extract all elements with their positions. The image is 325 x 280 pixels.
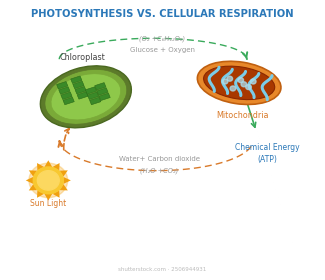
Ellipse shape bbox=[40, 66, 131, 128]
Circle shape bbox=[33, 167, 63, 194]
Polygon shape bbox=[71, 76, 82, 83]
Circle shape bbox=[246, 85, 251, 90]
Polygon shape bbox=[59, 87, 70, 94]
Text: Water+ Carbon dioxide: Water+ Carbon dioxide bbox=[119, 156, 200, 162]
Text: Glucose + Oxygen: Glucose + Oxygen bbox=[130, 47, 195, 53]
Polygon shape bbox=[73, 81, 84, 89]
Circle shape bbox=[222, 79, 228, 84]
Circle shape bbox=[37, 171, 59, 190]
Circle shape bbox=[29, 163, 68, 198]
Polygon shape bbox=[53, 163, 59, 171]
Polygon shape bbox=[29, 170, 37, 177]
Polygon shape bbox=[57, 81, 68, 89]
Circle shape bbox=[238, 78, 243, 83]
Ellipse shape bbox=[51, 74, 121, 120]
Polygon shape bbox=[45, 194, 52, 200]
Polygon shape bbox=[63, 97, 74, 105]
Polygon shape bbox=[99, 93, 110, 101]
Text: Chloroplast: Chloroplast bbox=[60, 53, 106, 62]
Ellipse shape bbox=[203, 66, 275, 100]
Polygon shape bbox=[95, 83, 106, 90]
Polygon shape bbox=[97, 88, 108, 95]
Text: Chemical Energy
(ATP): Chemical Energy (ATP) bbox=[235, 143, 300, 164]
Polygon shape bbox=[90, 97, 101, 105]
Ellipse shape bbox=[197, 61, 281, 104]
Circle shape bbox=[227, 76, 233, 81]
Polygon shape bbox=[59, 170, 68, 177]
Text: Mitochondria: Mitochondria bbox=[216, 111, 268, 120]
Text: (O₂ +C₆H₁₂O₆): (O₂ +C₆H₁₂O₆) bbox=[139, 36, 186, 42]
Polygon shape bbox=[77, 92, 88, 99]
Text: shutterstock.com · 2506944931: shutterstock.com · 2506944931 bbox=[118, 267, 207, 272]
Polygon shape bbox=[87, 92, 99, 99]
Circle shape bbox=[251, 79, 256, 84]
Polygon shape bbox=[85, 87, 97, 94]
Circle shape bbox=[230, 86, 236, 91]
Polygon shape bbox=[61, 92, 72, 99]
Polygon shape bbox=[59, 184, 68, 190]
Text: PHOTOSYNTHESIS VS. CELLULAR RESPIRATION: PHOTOSYNTHESIS VS. CELLULAR RESPIRATION bbox=[31, 9, 294, 19]
Polygon shape bbox=[45, 160, 52, 167]
Polygon shape bbox=[63, 177, 71, 184]
Polygon shape bbox=[37, 163, 44, 171]
Text: (H₂O +CO₂): (H₂O +CO₂) bbox=[140, 168, 178, 174]
Text: Sun Light: Sun Light bbox=[30, 199, 66, 208]
Polygon shape bbox=[53, 190, 59, 198]
Circle shape bbox=[241, 82, 247, 87]
Polygon shape bbox=[29, 184, 37, 190]
Polygon shape bbox=[75, 87, 86, 94]
Polygon shape bbox=[37, 190, 44, 198]
Ellipse shape bbox=[45, 69, 127, 124]
Polygon shape bbox=[26, 177, 33, 184]
